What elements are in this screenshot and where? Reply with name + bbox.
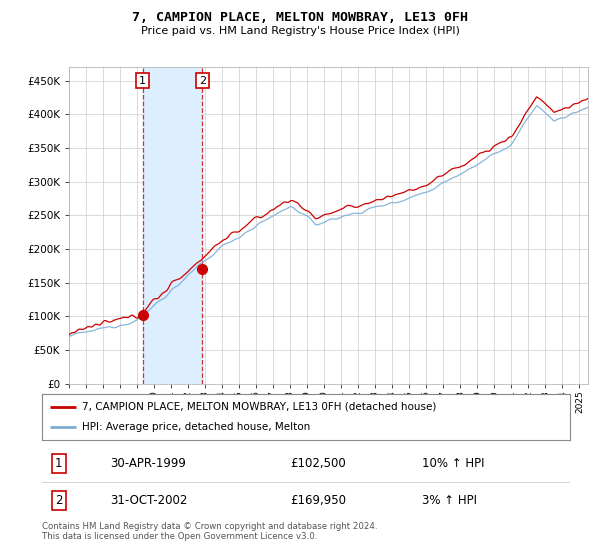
Text: 2: 2 <box>55 494 62 507</box>
Text: 7, CAMPION PLACE, MELTON MOWBRAY, LE13 0FH: 7, CAMPION PLACE, MELTON MOWBRAY, LE13 0… <box>132 11 468 24</box>
Text: £102,500: £102,500 <box>290 457 346 470</box>
Text: 1: 1 <box>55 457 62 470</box>
Text: 1: 1 <box>139 76 146 86</box>
Bar <box>143 67 202 384</box>
Text: 31-OCT-2002: 31-OCT-2002 <box>110 494 188 507</box>
Text: £169,950: £169,950 <box>290 494 346 507</box>
Text: 10% ↑ HPI: 10% ↑ HPI <box>422 457 485 470</box>
Text: Price paid vs. HM Land Registry's House Price Index (HPI): Price paid vs. HM Land Registry's House … <box>140 26 460 36</box>
Text: HPI: Average price, detached house, Melton: HPI: Average price, detached house, Melt… <box>82 422 310 432</box>
Text: 3% ↑ HPI: 3% ↑ HPI <box>422 494 477 507</box>
Text: 2: 2 <box>199 76 206 86</box>
Text: Contains HM Land Registry data © Crown copyright and database right 2024.
This d: Contains HM Land Registry data © Crown c… <box>42 522 377 542</box>
Text: 7, CAMPION PLACE, MELTON MOWBRAY, LE13 0FH (detached house): 7, CAMPION PLACE, MELTON MOWBRAY, LE13 0… <box>82 402 436 412</box>
Text: 30-APR-1999: 30-APR-1999 <box>110 457 187 470</box>
